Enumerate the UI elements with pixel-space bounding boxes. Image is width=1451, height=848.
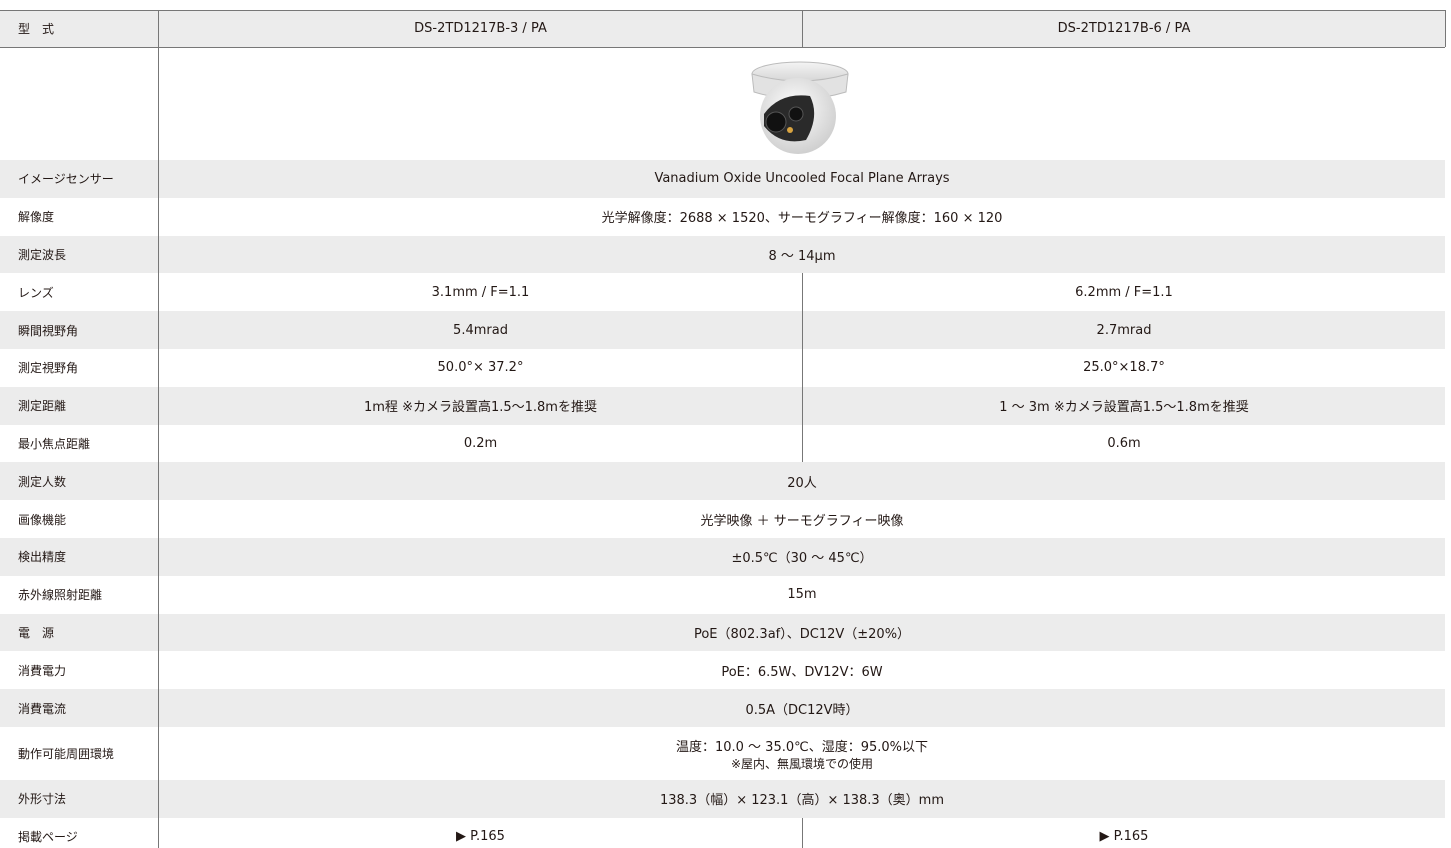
spec-value: PoE（802.3af）、DC12V（±20%） xyxy=(693,626,911,642)
row-label: 測定人数 xyxy=(18,474,67,489)
row-label: 測定視野角 xyxy=(18,361,79,376)
column-divider xyxy=(802,349,803,387)
row-label: 検出精度 xyxy=(18,550,67,565)
camera-image xyxy=(751,61,849,154)
row-label: イメージセンサー xyxy=(18,172,114,187)
spec-row: レンズ 3.1mm / F=1.1 6.2mm / F=1.1 xyxy=(0,273,1445,311)
column-divider xyxy=(802,817,803,848)
row-label: 画像機能 xyxy=(18,512,67,527)
header-label: 型 式 xyxy=(18,22,55,36)
spec-row: 解像度 光学解像度：2688 × 1520、サーモグラフィー解像度：160 × 1… xyxy=(0,198,1445,236)
row-label: 動作可能周囲環境 xyxy=(18,747,115,761)
spec-row: 赤外線照射距離 15m xyxy=(0,576,1445,614)
spec-value: 5.4mrad xyxy=(453,322,508,338)
row-label: 赤外線照射距離 xyxy=(18,588,103,603)
spec-row: 測定波長 8 ～ 14μm xyxy=(0,235,1445,274)
spec-value: 3.1mm / F=1.1 xyxy=(431,284,530,300)
spec-value: 0.6m xyxy=(1107,435,1141,451)
spec-value: 0.2m xyxy=(463,435,498,451)
column-divider xyxy=(802,424,803,463)
spec-value: 1 ～ 3m ※カメラ設置高1.5～1.8mを推奨 xyxy=(999,400,1249,416)
row-label: 瞬間視野角 xyxy=(18,323,79,338)
label-divider xyxy=(158,10,159,848)
spec-row: 検出精度 ±0.5℃（30 ～ 45℃） xyxy=(0,538,1445,576)
spec-row: 掲載ページ ▶ P.165 ▶ P.165 xyxy=(0,818,1445,848)
model-name: DS-2TD1217B-3 / PA xyxy=(414,21,547,36)
spec-row: 測定距離 1m程 ※カメラ設置高1.5～1.8mを推奨 1 ～ 3m ※カメラ設置高… xyxy=(0,386,1445,425)
spec-value: PoE：6.5W、DV12V：6W xyxy=(721,664,883,680)
row-label: 消費電流 xyxy=(18,701,67,716)
spec-value: 138.3（幅）× 123.1（高）× 138.3（奥）mm xyxy=(659,793,945,809)
row-label: 消費電力 xyxy=(18,663,67,678)
spec-row: 消費電力 PoE：6.5W、DV12V：6W xyxy=(0,651,1445,689)
spec-value: 温度：10.0 ～ 35.0℃、湿度：95.0%以下 ※屋内、無風環境での使用 xyxy=(159,727,1445,780)
spec-value: 光学映像 ＋ サーモグラフィー映像 xyxy=(700,513,904,529)
column-divider xyxy=(802,386,803,425)
spec-value: 光学解像度：2688 × 1520、サーモグラフィー解像度：160 × 120 xyxy=(601,211,1003,227)
row-label: 掲載ページ xyxy=(18,830,78,845)
spec-row: イメージセンサー Vanadium Oxide Uncooled Focal Pl… xyxy=(0,160,1445,198)
spec-row: 瞬間視野角 5.4mrad 2.7mrad xyxy=(0,311,1445,349)
spec-row: 消費電流 0.5A（DC12V時） xyxy=(0,689,1445,727)
row-label: 測定距離 xyxy=(18,399,67,414)
spec-value: 50.0°× 37.2° xyxy=(437,360,524,376)
spec-row: 外形寸法 138.3（幅）× 123.1（高）× 138.3（奥）mm xyxy=(0,780,1445,818)
spec-value: 8 ～ 14μm xyxy=(768,248,836,264)
spec-row: 動作可能周囲環境 温度：10.0 ～ 35.0℃、湿度：95.0%以下 ※屋内、無風… xyxy=(0,727,1445,780)
spec-line: 温度：10.0 ～ 35.0℃、湿度：95.0%以下 xyxy=(675,739,929,755)
spec-value: 6.2mm / F=1.1 xyxy=(1075,284,1173,300)
column-divider xyxy=(802,273,803,312)
spec-line: ※屋内、無風環境での使用 xyxy=(730,756,874,771)
spec-row: 電 源 PoE（802.3af）、DC12V（±20%） xyxy=(0,613,1445,652)
spec-value: 0.5A（DC12V時） xyxy=(745,702,859,718)
model-name: DS-2TD1217B-6 / PA xyxy=(1057,21,1191,36)
spec-value: 1m程 ※カメラ設置高1.5～1.8mを推奨 xyxy=(364,400,597,416)
spec-value: 15m xyxy=(787,587,817,603)
spec-value: ▶ P.165 xyxy=(1099,829,1149,845)
spec-value: 20人 xyxy=(787,475,817,491)
column-divider xyxy=(802,311,803,349)
row-label: 電 源 xyxy=(18,625,55,640)
row-label: 外形寸法 xyxy=(18,792,67,807)
spec-value: 25.0°×18.7° xyxy=(1083,360,1165,376)
row-label: 最小焦点距離 xyxy=(18,436,91,451)
row-label: レンズ xyxy=(18,285,54,300)
spec-value: Vanadium Oxide Uncooled Focal Plane Arra… xyxy=(654,171,950,187)
spec-value: 2.7mrad xyxy=(1096,322,1152,338)
spec-row: 測定視野角 50.0°× 37.2° 25.0°×18.7° xyxy=(0,349,1445,387)
row-label: 測定波長 xyxy=(18,247,67,262)
spec-value: ±0.5℃（30 ～ 45℃） xyxy=(731,551,873,567)
spec-row: 測定人数 20人 xyxy=(0,462,1445,501)
spec-row: 画像機能 光学映像 ＋ サーモグラフィー映像 xyxy=(0,500,1445,538)
spec-value: ▶ P.165 xyxy=(456,829,505,845)
header-row: 型 式 DS-2TD1217B-3 / PA DS-2TD1217B-6 / P… xyxy=(0,10,1445,47)
row-label: 解像度 xyxy=(18,210,55,225)
spec-row: 最小焦点距離 0.2m 0.6m xyxy=(0,425,1445,463)
